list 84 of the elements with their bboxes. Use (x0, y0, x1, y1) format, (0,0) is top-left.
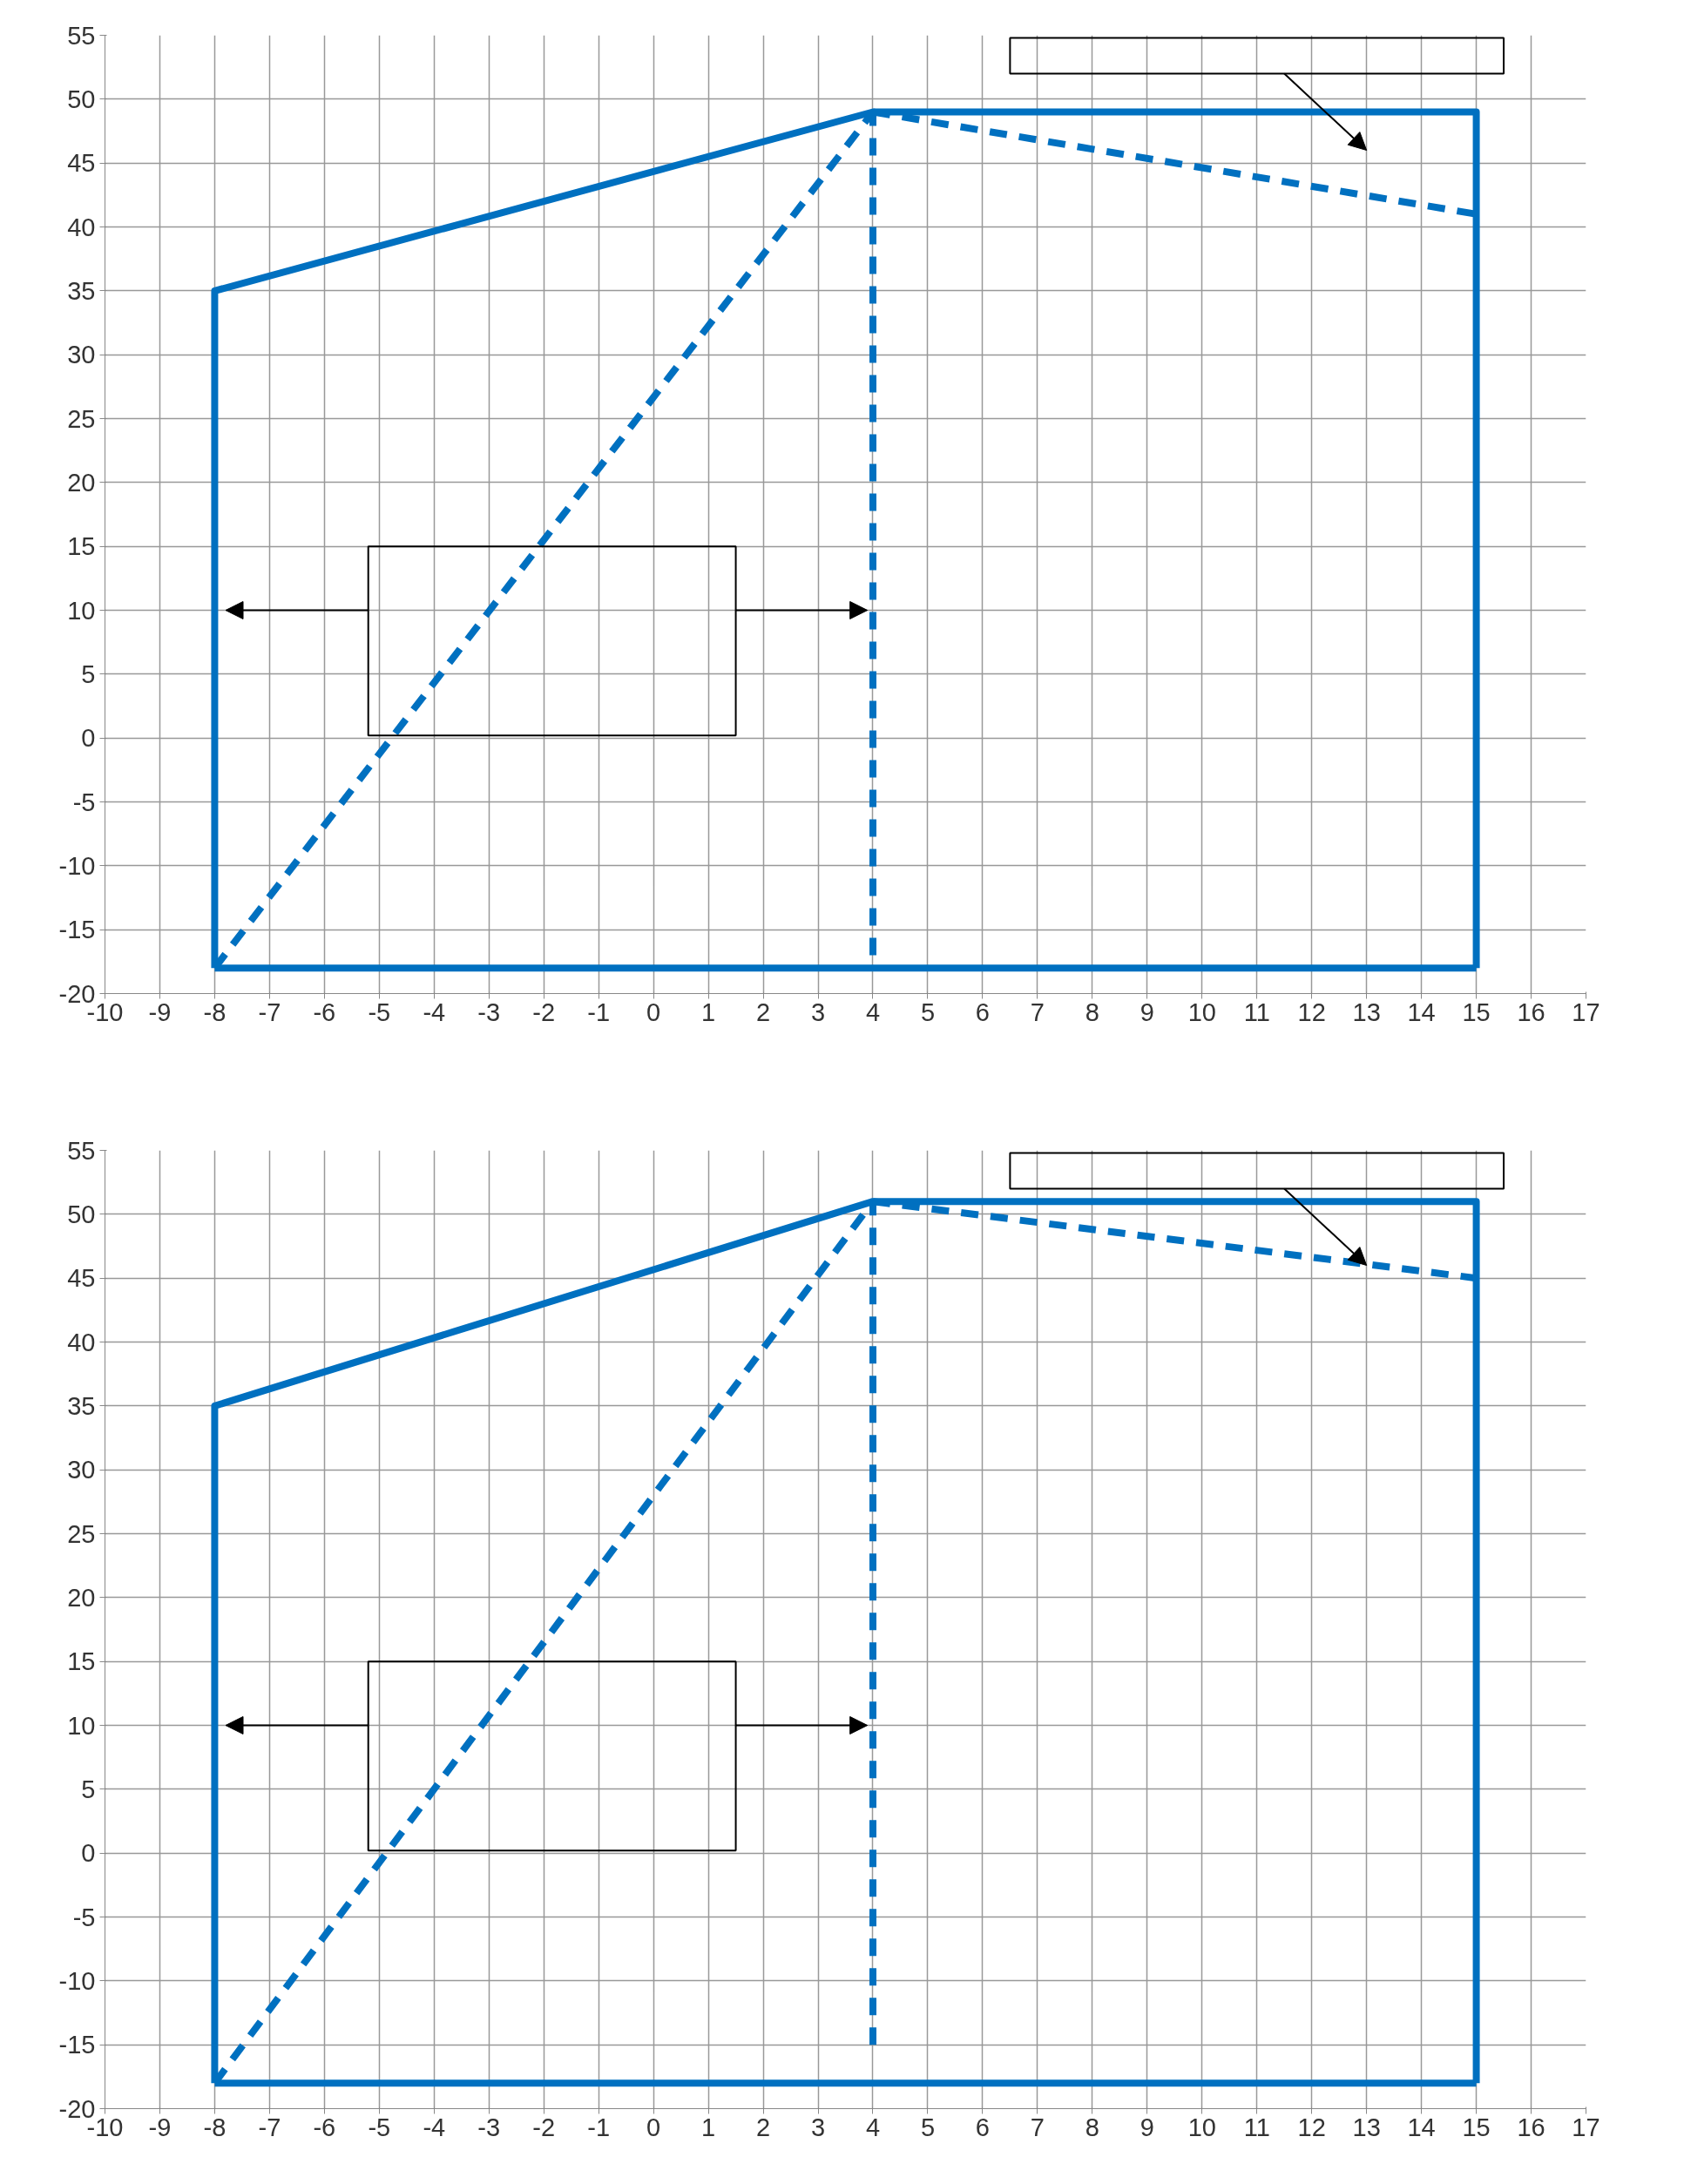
x-tick-label: -7 (258, 2113, 281, 2141)
y-tick-label: 10 (67, 1711, 96, 1740)
x-tick-label: 3 (810, 997, 826, 1026)
x-tick-label: 3 (810, 2113, 826, 2141)
y-tick-label: 45 (67, 149, 96, 178)
x-tick-label: -4 (423, 2113, 446, 2141)
x-tick-label: -2 (532, 997, 556, 1026)
y-tick-label: -15 (58, 2031, 96, 2059)
x-tick-label: 15 (1462, 2113, 1491, 2141)
x-tick-label: -1 (587, 997, 611, 1026)
y-tick-label: 40 (67, 1328, 96, 1356)
y-tick-label: 5 (81, 1775, 96, 1803)
x-tick-label: -8 (203, 2113, 227, 2141)
y-tick-label: 55 (67, 21, 96, 50)
x-tick-label: 15 (1462, 997, 1491, 1026)
x-tick-label: 7 (1030, 2113, 1045, 2141)
y-tick-label: 0 (81, 1839, 96, 1868)
x-tick-label: 8 (1085, 2113, 1099, 2141)
x-tick-label: 5 (920, 2113, 936, 2141)
x-tick-label: -3 (477, 2113, 501, 2141)
x-tick-label: 1 (701, 2113, 716, 2141)
x-tick-label: 9 (1140, 997, 1154, 1026)
x-tick-label: 2 (755, 997, 771, 1026)
x-tick-label: 17 (1572, 997, 1600, 1026)
x-tick-label: 6 (975, 2113, 990, 2141)
y-tick-label: -5 (72, 1903, 96, 1931)
x-tick-label: -7 (258, 997, 281, 1026)
x-tick-label: 17 (1572, 2113, 1600, 2141)
x-tick-label: 2 (755, 2113, 771, 2141)
x-tick-label: -6 (313, 997, 336, 1026)
x-tick-label: 0 (646, 997, 661, 1026)
x-tick-label: 8 (1085, 997, 1099, 1026)
x-tick-label: -5 (368, 2113, 391, 2141)
y-tick-label: 0 (81, 724, 96, 753)
x-tick-label: 11 (1243, 997, 1270, 1026)
y-tick-label: 50 (67, 85, 96, 113)
x-tick-label: 6 (975, 997, 990, 1026)
x-tick-label: -8 (203, 997, 227, 1026)
x-tick-label: -1 (587, 2113, 611, 2141)
x-tick-label: -5 (368, 997, 391, 1026)
x-tick-label: 14 (1407, 2113, 1436, 2141)
y-tick-label: -10 (58, 1966, 96, 1995)
y-tick-label: 50 (67, 1200, 96, 1228)
y-tick-label: 20 (67, 468, 96, 497)
y-tick-label: -10 (58, 851, 96, 880)
x-tick-label: 9 (1140, 2113, 1154, 2141)
x-tick-label: 4 (865, 997, 881, 1026)
y-tick-label: 30 (67, 341, 96, 369)
y-tick-label: 45 (67, 1264, 96, 1293)
x-tick-label: -9 (148, 997, 172, 1026)
x-tick-label: 11 (1243, 2113, 1270, 2141)
x-tick-label: 13 (1352, 2113, 1381, 2141)
y-tick-label: 5 (81, 659, 96, 688)
x-tick-label: -9 (148, 2113, 172, 2141)
x-tick-label: 1 (701, 997, 716, 1026)
x-tick-label: 5 (920, 997, 936, 1026)
y-tick-label: 55 (67, 1136, 96, 1165)
y-tick-label: -15 (58, 916, 96, 944)
x-tick-label: 10 (1187, 2113, 1216, 2141)
x-tick-label: 13 (1352, 997, 1381, 1026)
x-tick-label: -4 (423, 997, 446, 1026)
y-tick-label: 35 (67, 1391, 96, 1420)
x-tick-label: 12 (1297, 2113, 1326, 2141)
y-tick-label: 30 (67, 1456, 96, 1484)
x-tick-label: 16 (1517, 2113, 1545, 2141)
x-tick-label: 0 (646, 2113, 661, 2141)
y-tick-label: 25 (67, 404, 96, 433)
y-tick-label: 10 (67, 596, 96, 625)
y-tick-label: 20 (67, 1583, 96, 1612)
x-tick-label: 14 (1407, 997, 1436, 1026)
y-tick-label: 15 (67, 1647, 96, 1676)
x-tick-label: -6 (313, 2113, 336, 2141)
x-tick-label: 16 (1517, 997, 1545, 1026)
y-tick-label: 40 (67, 213, 96, 241)
y-tick-label: 35 (67, 276, 96, 305)
x-tick-label: -3 (477, 997, 501, 1026)
y-tick-label: -5 (72, 788, 96, 816)
x-tick-label: 12 (1297, 997, 1326, 1026)
y-tick-label: 25 (67, 1519, 96, 1548)
y-tick-label: 15 (67, 532, 96, 561)
x-tick-label: 4 (865, 2113, 881, 2141)
x-tick-label: -2 (532, 2113, 556, 2141)
x-tick-label: 10 (1187, 997, 1216, 1026)
x-tick-label: 7 (1030, 997, 1045, 1026)
